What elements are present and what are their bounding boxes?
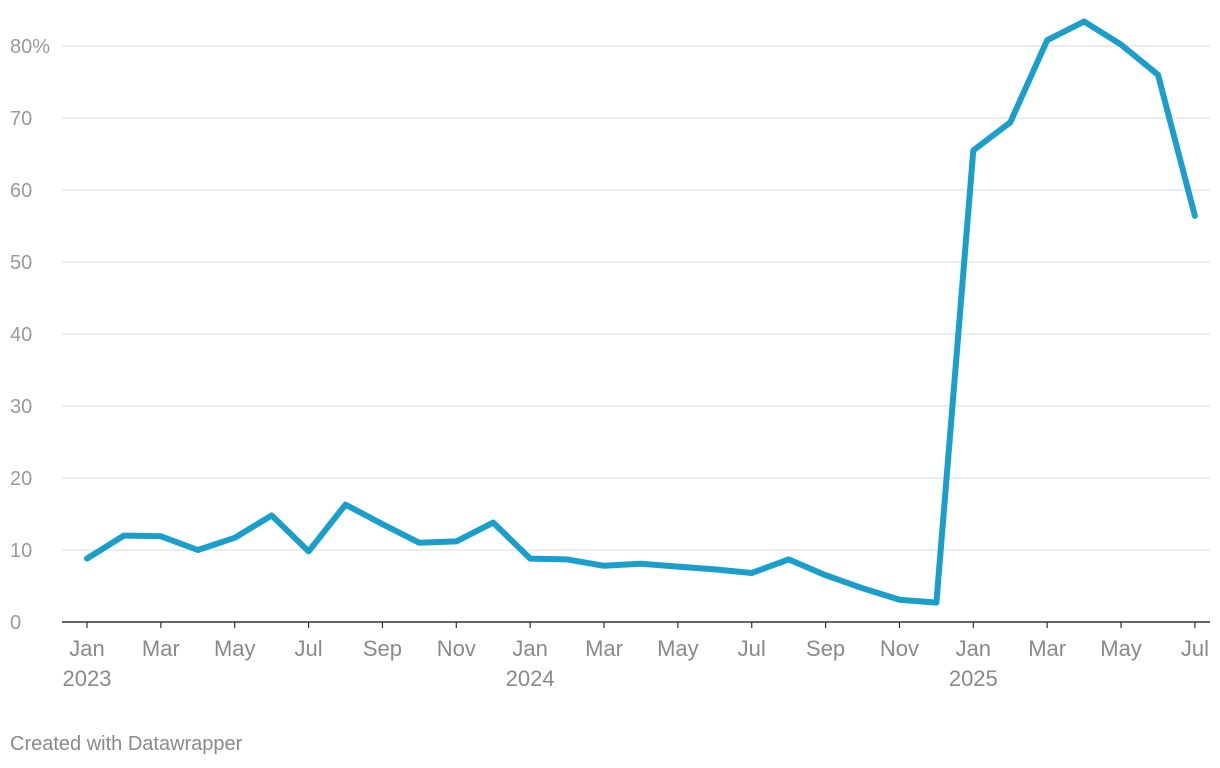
x-tick-label-7: Mar bbox=[585, 636, 623, 661]
data-point-2025-02 bbox=[1007, 119, 1013, 125]
x-tick-label-10: Sep bbox=[806, 636, 845, 661]
x-tick-label-6: Jan bbox=[512, 636, 547, 661]
data-point-2024-08 bbox=[786, 556, 792, 562]
x-tick-year-12: 2025 bbox=[949, 666, 998, 691]
data-point-2023-10 bbox=[416, 540, 422, 546]
y-tick-label-2: 20 bbox=[10, 468, 32, 490]
data-point-2023-06 bbox=[269, 512, 275, 518]
data-point-2023-08 bbox=[343, 502, 349, 508]
data-point-2023-03 bbox=[158, 533, 164, 539]
data-point-2024-02 bbox=[564, 556, 570, 562]
x-tick-year-0: 2023 bbox=[63, 666, 112, 691]
data-point-2024-07 bbox=[749, 570, 755, 576]
data-point-2023-01 bbox=[84, 556, 90, 562]
x-tick-label-4: Sep bbox=[363, 636, 402, 661]
y-tick-label-8: 80% bbox=[10, 36, 50, 58]
data-point-2024-01 bbox=[527, 556, 533, 562]
y-tick-label-4: 40 bbox=[10, 324, 32, 346]
y-tick-label-3: 30 bbox=[10, 396, 32, 418]
data-point-2025-04 bbox=[1081, 19, 1087, 25]
data-point-2025-07 bbox=[1192, 213, 1198, 219]
series-line-0 bbox=[84, 18, 1198, 606]
data-point-2024-12 bbox=[933, 600, 939, 606]
x-tick-label-9: Jul bbox=[738, 636, 766, 661]
x-tick-label-3: Jul bbox=[295, 636, 323, 661]
y-axis-tick-labels: 0 10 20 30 40 50 60 70 80% bbox=[10, 36, 50, 634]
data-point-2023-11 bbox=[453, 538, 459, 544]
y-tick-label-7: 70 bbox=[10, 108, 32, 130]
data-point-2023-02 bbox=[121, 533, 127, 539]
data-point-2024-05 bbox=[675, 564, 681, 570]
y-tick-label-6: 60 bbox=[10, 180, 32, 202]
data-point-2023-12 bbox=[490, 520, 496, 526]
data-point-2025-06 bbox=[1155, 72, 1161, 78]
x-axis-tick-labels: Jan 2023 Mar May Jul Sep Nov Jan 2024 Mar May Jul Se… bbox=[63, 622, 1209, 691]
data-point-2023-04 bbox=[195, 547, 201, 553]
y-tick-label-1: 10 bbox=[10, 540, 32, 562]
data-point-2025-03 bbox=[1044, 37, 1050, 43]
data-point-2023-07 bbox=[306, 548, 312, 554]
x-tick-year-6: 2024 bbox=[506, 666, 555, 691]
x-tick-label-14: May bbox=[1100, 636, 1142, 661]
data-point-2024-04 bbox=[638, 561, 644, 567]
x-tick-label-13: Mar bbox=[1028, 636, 1066, 661]
x-tick-label-1: Mar bbox=[142, 636, 180, 661]
data-point-2024-10 bbox=[860, 585, 866, 591]
y-tick-label-0: 0 bbox=[10, 612, 21, 634]
data-point-2024-09 bbox=[823, 572, 829, 578]
x-tick-label-15: Jul bbox=[1181, 636, 1209, 661]
gridlines bbox=[62, 45, 1210, 623]
data-point-2025-05 bbox=[1118, 42, 1124, 48]
data-point-2023-05 bbox=[232, 535, 238, 541]
series-layer bbox=[84, 18, 1198, 606]
x-tick-label-2: May bbox=[214, 636, 256, 661]
x-tick-label-5: Nov bbox=[437, 636, 476, 661]
y-tick-label-5: 50 bbox=[10, 252, 32, 274]
x-tick-label-11: Nov bbox=[880, 636, 919, 661]
x-tick-label-0: Jan bbox=[69, 636, 104, 661]
data-point-2024-06 bbox=[712, 566, 718, 572]
data-point-2024-03 bbox=[601, 563, 607, 569]
x-tick-label-12: Jan bbox=[956, 636, 991, 661]
footer-credit: Created with Datawrapper bbox=[10, 733, 243, 755]
x-tick-label-8: May bbox=[657, 636, 699, 661]
data-point-2024-11 bbox=[897, 597, 903, 603]
data-point-2023-09 bbox=[379, 521, 385, 527]
data-point-2025-01 bbox=[970, 147, 976, 153]
